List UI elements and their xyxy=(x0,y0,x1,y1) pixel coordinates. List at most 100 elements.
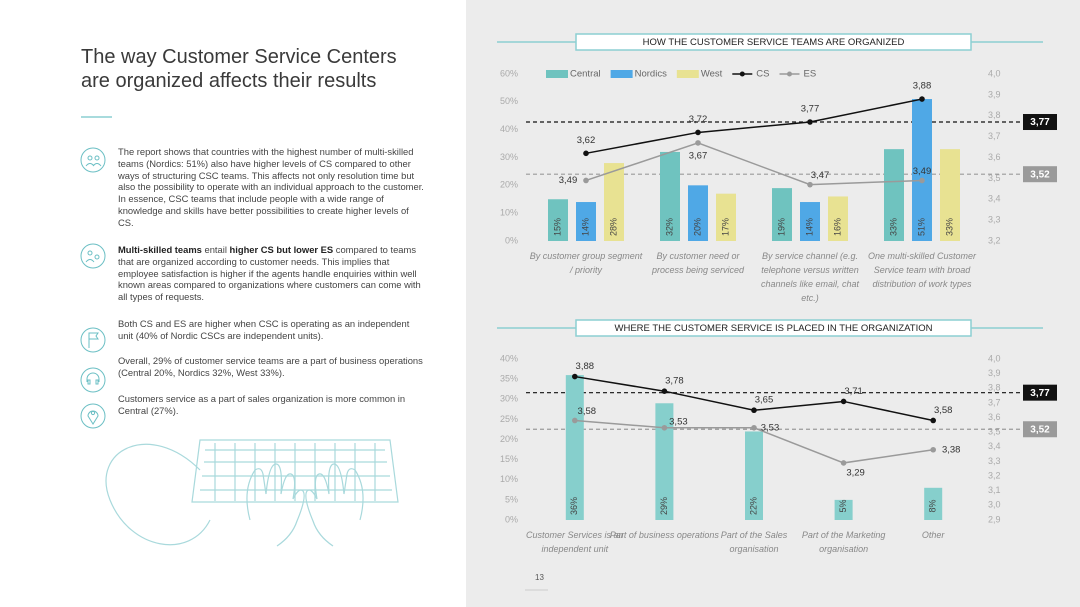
line-value-label: 3,53 xyxy=(761,422,780,433)
line-point xyxy=(807,181,813,188)
bar-value-label: 28% xyxy=(608,218,618,236)
y-tick-label: 5% xyxy=(505,494,518,504)
y2-tick-label: 3,6 xyxy=(988,412,1001,422)
y-tick-label: 10% xyxy=(500,474,518,484)
line-point xyxy=(572,373,578,380)
y-tick-label: 30% xyxy=(500,152,518,162)
icons xyxy=(80,147,106,429)
title-box xyxy=(575,319,972,337)
page-title: The way Customer Service Centers are org… xyxy=(81,46,397,92)
paragraph: Both CS and ES are higher when CSC is op… xyxy=(118,318,424,342)
text: Customers service as a part of sales org… xyxy=(118,393,406,416)
y2-tick-label: 3,2 xyxy=(988,235,1001,245)
reference-badge xyxy=(1023,166,1057,183)
text: Overall, 29% of customer service teams a… xyxy=(118,355,423,378)
y-tick-label: 0% xyxy=(505,235,518,245)
bold-text: Multi-skilled teams xyxy=(118,244,202,255)
bar xyxy=(834,499,853,520)
text: The report shows that countries with the… xyxy=(118,146,424,228)
bar xyxy=(924,487,943,520)
y2-tick-label: 3,8 xyxy=(988,383,1001,393)
line-value-label: 3,49 xyxy=(913,166,932,177)
line-point xyxy=(751,407,757,414)
line-point xyxy=(751,424,757,431)
bar xyxy=(716,193,736,241)
bar xyxy=(772,188,792,241)
bar xyxy=(576,202,596,241)
bar-value-label: 20% xyxy=(692,218,702,236)
bar xyxy=(828,196,848,241)
y2-tick-label: 4,0 xyxy=(988,68,1001,78)
line-value-label: 3,65 xyxy=(755,395,774,406)
y2-tick-label: 3,4 xyxy=(988,441,1001,451)
bar xyxy=(800,202,820,241)
bar-value-label: 32% xyxy=(664,218,674,236)
legend-label: CS xyxy=(756,69,769,80)
y-tick-label: 20% xyxy=(500,180,518,190)
legend-swatch xyxy=(610,70,633,78)
bar-value-label: 16% xyxy=(832,218,842,236)
category-label: By service channel (e.g. telephone versu… xyxy=(760,251,860,303)
line-value-label: 3,38 xyxy=(942,444,961,455)
line-point xyxy=(919,177,925,184)
reference-badge xyxy=(1023,421,1057,438)
bar xyxy=(912,99,932,241)
y2-tick-label: 3,7 xyxy=(988,397,1001,407)
line-value-label: 3,67 xyxy=(689,150,708,161)
reference-label: 3,77 xyxy=(1030,388,1050,399)
line-point xyxy=(661,424,668,431)
y-tick-label: 60% xyxy=(500,68,518,78)
bar-value-label: 15% xyxy=(552,218,562,236)
y2-tick-label: 3,6 xyxy=(988,152,1001,162)
line-point xyxy=(919,96,925,102)
line-value-label: 3,29 xyxy=(846,467,865,478)
line-value-label: 3,58 xyxy=(934,405,953,416)
y2-tick-label: 3,7 xyxy=(988,131,1001,141)
category-label: One multi-skilled Customer Service team … xyxy=(867,251,977,289)
bold-text: higher CS but lower ES xyxy=(229,244,334,255)
category-label: By customer group segment / priority xyxy=(529,251,643,275)
category-label: Part of business operations xyxy=(609,530,719,540)
y-tick-label: 0% xyxy=(505,514,518,524)
chart-title: HOW THE CUSTOMER SERVICE TEAMS ARE ORGAN… xyxy=(643,37,905,48)
line xyxy=(585,142,923,186)
line-value-label: 3,71 xyxy=(844,386,863,397)
text: Both CS and ES are higher when CSC is op… xyxy=(118,318,410,341)
legend-dot xyxy=(787,71,792,77)
legend-label: Nordics xyxy=(635,69,667,80)
y2-tick-label: 3,4 xyxy=(988,194,1001,204)
paragraph: Overall, 29% of customer service teams a… xyxy=(118,355,424,379)
title-box xyxy=(575,33,972,51)
line-point xyxy=(840,398,847,405)
y-tick-label: 50% xyxy=(500,96,518,106)
bar-value-label: 51% xyxy=(916,218,926,236)
y2-tick-label: 3,5 xyxy=(988,173,1001,183)
y2-tick-label: 3,9 xyxy=(988,368,1001,378)
line-value-label: 3,53 xyxy=(669,416,688,427)
category-label: Part of the Marketing organisation xyxy=(801,530,886,554)
line-point xyxy=(661,388,668,395)
bar-value-label: 17% xyxy=(720,218,730,236)
bar xyxy=(884,149,904,241)
y-tick-label: 35% xyxy=(500,374,518,384)
bar xyxy=(604,163,624,241)
line-point xyxy=(807,119,813,125)
bar xyxy=(688,185,708,241)
y2-tick-label: 3,9 xyxy=(988,89,1001,99)
paragraph: The report shows that countries with the… xyxy=(118,146,424,229)
y2-tick-label: 3,3 xyxy=(988,456,1001,466)
line-value-label: 3,49 xyxy=(559,175,578,186)
y-tick-label: 15% xyxy=(500,454,518,464)
legend-dot xyxy=(739,71,745,77)
line-point xyxy=(695,140,701,146)
bar xyxy=(745,431,763,520)
page-number: 13 xyxy=(535,573,544,582)
bar-value-label: 14% xyxy=(804,218,814,236)
bar-value-label: 5% xyxy=(838,499,848,512)
reference-badge xyxy=(1023,384,1057,401)
line-value-label: 3,47 xyxy=(811,170,830,181)
y2-tick-label: 2,9 xyxy=(988,514,1001,524)
text: compared to teams that are organized acc… xyxy=(118,244,421,303)
bar-value-label: 19% xyxy=(776,218,786,236)
